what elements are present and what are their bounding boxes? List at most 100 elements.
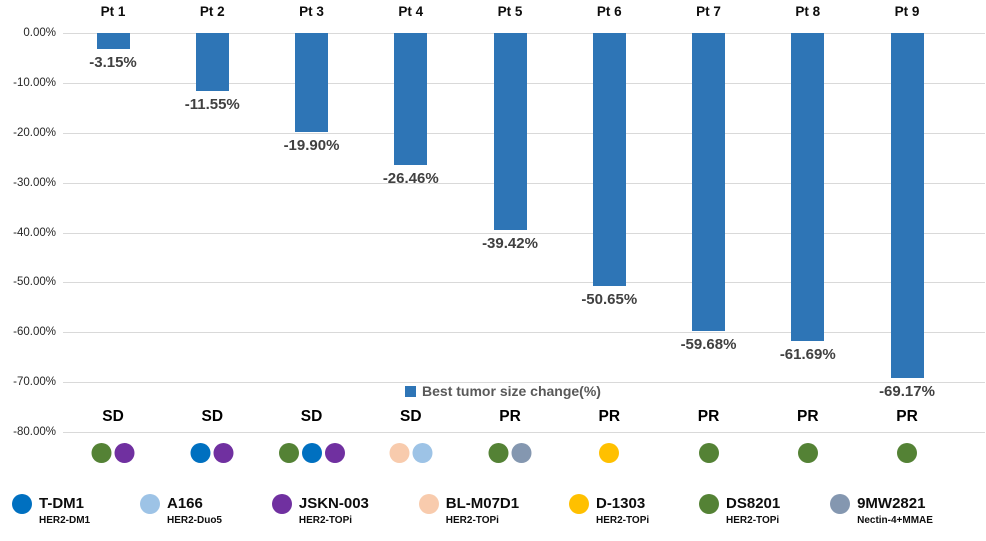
treatment-dot-9mw2821-icon (511, 443, 532, 463)
gridline (63, 232, 985, 234)
y-axis-tick-label: -20.00% (13, 126, 56, 139)
legend-drug-name: 9MW2821 (857, 495, 926, 512)
bar (791, 33, 825, 341)
legend-drug-subtitle: HER2-TOPi (298, 515, 353, 526)
treatment-dot-group (190, 443, 234, 463)
category-label: Pt 5 (497, 4, 523, 19)
legend-dot-icon (271, 494, 292, 514)
legend-drug-name: DS8201 (726, 495, 781, 512)
response-label: PR (796, 408, 819, 425)
series-legend-label: Best tumor size change(%) (422, 383, 601, 399)
treatment-dot-ds8201-icon (797, 443, 818, 463)
response-label: PR (697, 408, 720, 425)
y-axis-tick-label: -70.00% (13, 376, 56, 389)
legend-dot-icon (418, 494, 439, 514)
legend-text: 9MW2821 Nectin-4+MMAE (857, 494, 933, 526)
y-axis-tick-label: -60.00% (13, 326, 56, 339)
y-axis-tick-label: -80.00% (13, 426, 56, 438)
legend-drug-subtitle: HER2-TOPi (726, 515, 780, 526)
response-label: SD (399, 408, 422, 425)
bar (195, 33, 229, 91)
y-axis-tick-label: -40.00% (13, 226, 56, 239)
treatment-dot-ds8201-icon (278, 443, 299, 463)
category-label: Pt 2 (199, 4, 225, 19)
y-axis: 0.00% -10.00% -20.00% -30.00% -40.00% -50.00%… (0, 27, 56, 438)
treatment-dot-group (278, 443, 345, 463)
legend-text: DS8201 HER2-TOPi (726, 494, 780, 526)
bar (692, 33, 725, 331)
category-label: Pt 6 (596, 4, 622, 19)
y-axis-tick-label: -50.00% (13, 276, 56, 289)
legend-item: DS8201 HER2-TOPi (699, 494, 780, 526)
category-label: Pt 4 (398, 4, 424, 19)
bar-value-label: -19.90% (283, 137, 340, 155)
legend-drug-name: T-DM1 (39, 495, 84, 512)
legend-drug-subtitle: Nectin-4+MMAE (857, 515, 933, 526)
legend-text: JSKN-003 HER2-TOPi (299, 494, 369, 526)
category-label: Pt 1 (100, 4, 126, 19)
treatment-dot-jskn-003-icon (213, 443, 234, 463)
response-label: SD (300, 408, 323, 425)
response-label: PR (598, 408, 621, 425)
legend-dot-icon (699, 494, 720, 514)
legend-drug-subtitle: HER2-DM1 (39, 515, 91, 526)
treatment-dot-bl-m07d1-icon (389, 443, 410, 463)
legend-item: D-1303 HER2-TOPi (568, 494, 649, 526)
legend-drug-name: D-1303 (595, 495, 646, 512)
legend-text: BL-M07D1 HER2-TOPi (446, 494, 519, 526)
y-axis-tick-label: -10.00% (13, 76, 56, 89)
response-label: PR (896, 408, 918, 425)
bar-value-label: -59.68% (680, 335, 737, 353)
bar-value-label: -39.42% (482, 234, 538, 252)
y-axis-tick-label: -30.00% (13, 176, 56, 189)
bar (96, 33, 130, 49)
response-label: SD (102, 408, 124, 425)
treatment-dot-ds8201-icon (698, 443, 719, 463)
y-axis-tick-label: 0.00% (23, 27, 56, 39)
bar (493, 33, 527, 230)
legend-drug-name: JSKN-003 (298, 495, 369, 512)
series-legend: Best tumor size change(%) (63, 383, 943, 399)
drug-legend: T-DM1 HER2-DM1 A166 HER2-Duo5 JSKN-003 HER2-T… (12, 494, 933, 526)
treatment-dot-a166-icon (412, 443, 433, 463)
legend-drug-subtitle: HER2-TOPi (445, 515, 499, 526)
response-label: PR (499, 408, 521, 425)
bar-value-label: -3.15% (89, 53, 137, 71)
bar (394, 33, 428, 165)
legend-text: A166 HER2-Duo5 (167, 494, 222, 526)
gridline (63, 432, 985, 433)
legend-item: T-DM1 HER2-DM1 (12, 494, 90, 526)
bar-value-label: -50.65% (581, 290, 638, 308)
series-legend-swatch-icon (405, 385, 417, 397)
gridline (63, 282, 985, 284)
response-label: SD (201, 408, 224, 425)
treatment-dot-ds8201-icon (897, 443, 917, 463)
treatment-dot-group (797, 443, 818, 463)
legend-item: 9MW2821 Nectin-4+MMAE (830, 494, 933, 526)
legend-item: A166 HER2-Duo5 (139, 494, 222, 526)
legend-text: D-1303 HER2-TOPi (596, 494, 649, 526)
treatment-dot-group (91, 443, 135, 463)
treatment-dot-t-dm1-icon (301, 443, 322, 463)
legend-dot-icon (12, 494, 32, 514)
category-label: Pt 8 (795, 4, 821, 19)
legend-item: BL-M07D1 HER2-TOPi (418, 494, 519, 526)
treatment-dot-group (897, 443, 917, 463)
bar-value-label: -26.46% (382, 169, 439, 187)
legend-dot-icon (830, 494, 851, 514)
treatment-dot-jskn-003-icon (114, 443, 135, 463)
bar-value-label: -69.17% (879, 382, 935, 400)
gridline (63, 382, 985, 384)
bar (295, 33, 328, 133)
legend-dot-icon (568, 494, 589, 514)
bar (592, 33, 626, 286)
treatment-dot-t-dm1-icon (190, 443, 211, 463)
treatment-dot-d-1303-icon (599, 443, 620, 463)
treatment-dot-group (488, 443, 532, 463)
treatment-dot-ds8201-icon (488, 443, 509, 463)
treatment-dot-group (599, 443, 620, 463)
treatment-dot-ds8201-icon (91, 443, 112, 463)
category-label: Pt 9 (894, 4, 920, 19)
bar-value-label: -61.69% (779, 345, 836, 363)
